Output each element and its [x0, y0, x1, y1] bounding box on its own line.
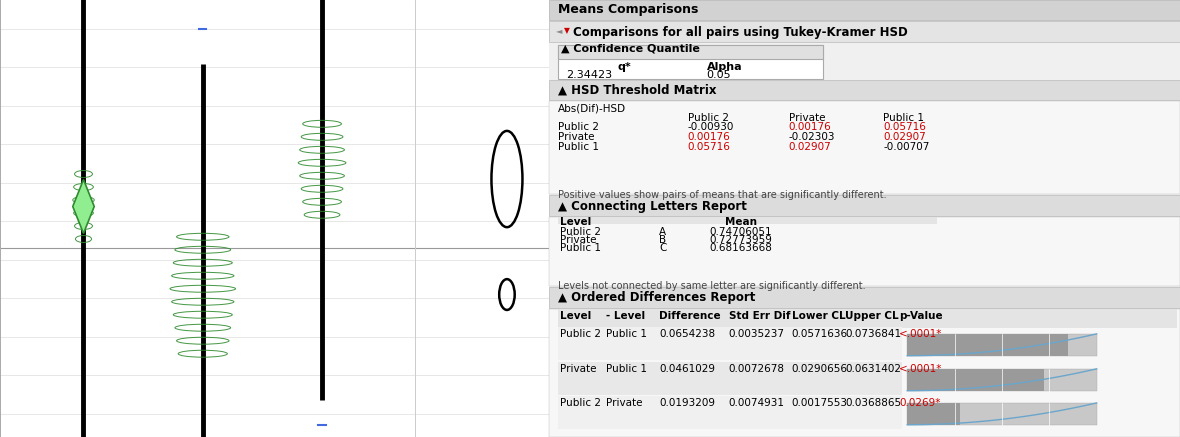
Text: Upper CL: Upper CL: [845, 311, 899, 321]
Text: Private: Private: [560, 364, 597, 374]
Text: Public 2: Public 2: [560, 227, 601, 237]
Text: 0.05716: 0.05716: [688, 142, 730, 153]
Text: 0.72773959: 0.72773959: [709, 235, 773, 245]
Text: 0.74706051: 0.74706051: [709, 227, 772, 237]
FancyBboxPatch shape: [907, 403, 961, 425]
FancyBboxPatch shape: [558, 327, 903, 360]
Text: ▲ HSD Threshold Matrix: ▲ HSD Threshold Matrix: [558, 84, 716, 97]
Text: 0.0571636: 0.0571636: [792, 329, 848, 339]
Text: Private: Private: [560, 235, 597, 245]
FancyBboxPatch shape: [549, 217, 1180, 286]
Text: 2.34423: 2.34423: [565, 70, 612, 80]
FancyBboxPatch shape: [907, 369, 1096, 391]
FancyBboxPatch shape: [907, 403, 1096, 425]
Polygon shape: [73, 180, 94, 233]
Text: Difference: Difference: [660, 311, 721, 321]
Text: 0.0736841: 0.0736841: [845, 329, 902, 339]
Text: 0.02907: 0.02907: [788, 142, 832, 153]
Text: Positive values show pairs of means that are significantly different.: Positive values show pairs of means that…: [558, 190, 887, 200]
FancyBboxPatch shape: [549, 287, 1180, 308]
Text: Public 1: Public 1: [560, 243, 601, 253]
FancyBboxPatch shape: [558, 309, 1176, 328]
Text: 0.0074931: 0.0074931: [728, 398, 785, 408]
Text: 0.0072678: 0.0072678: [728, 364, 785, 374]
Text: Std Err Dif: Std Err Dif: [728, 311, 791, 321]
Text: Public 1: Public 1: [605, 364, 647, 374]
Text: Means Comparisons: Means Comparisons: [558, 3, 699, 16]
FancyBboxPatch shape: [549, 195, 1180, 216]
FancyBboxPatch shape: [558, 362, 903, 395]
Text: Level: Level: [560, 311, 591, 321]
Text: B: B: [660, 235, 667, 245]
Text: Levels not connected by same letter are significantly different.: Levels not connected by same letter are …: [558, 281, 866, 291]
Text: 0.0654238: 0.0654238: [660, 329, 715, 339]
Text: - Level: - Level: [605, 311, 644, 321]
Text: ▲ Ordered Differences Report: ▲ Ordered Differences Report: [558, 291, 755, 305]
Text: C: C: [660, 243, 667, 253]
FancyBboxPatch shape: [907, 334, 1068, 356]
Text: 0.0461029: 0.0461029: [660, 364, 715, 374]
Text: -0.00930: -0.00930: [688, 122, 734, 132]
Text: 0.0631402: 0.0631402: [845, 364, 902, 374]
Text: q*: q*: [617, 62, 631, 72]
FancyBboxPatch shape: [549, 101, 1180, 194]
Text: ▲ Connecting Letters Report: ▲ Connecting Letters Report: [558, 200, 747, 213]
Text: 0.0269*: 0.0269*: [899, 398, 940, 408]
FancyBboxPatch shape: [558, 396, 903, 429]
Text: 0.00176: 0.00176: [788, 122, 832, 132]
Text: 0.0290656: 0.0290656: [792, 364, 847, 374]
Text: 0.05: 0.05: [707, 70, 732, 80]
Text: 0.02907: 0.02907: [884, 132, 926, 142]
FancyBboxPatch shape: [549, 21, 1180, 42]
Text: <.0001*: <.0001*: [899, 329, 943, 339]
Text: -0.02303: -0.02303: [788, 132, 835, 142]
FancyBboxPatch shape: [549, 309, 1180, 437]
Text: Public 1: Public 1: [884, 113, 924, 123]
Text: Comparisons for all pairs using Tukey-Kramer HSD: Comparisons for all pairs using Tukey-Kr…: [572, 26, 907, 39]
FancyBboxPatch shape: [558, 45, 824, 79]
Text: Private: Private: [558, 132, 595, 142]
Text: 0.05716: 0.05716: [884, 122, 926, 132]
FancyBboxPatch shape: [907, 369, 1043, 391]
FancyBboxPatch shape: [907, 334, 1096, 356]
Text: 0.00176: 0.00176: [688, 132, 730, 142]
Text: 0.0368865: 0.0368865: [845, 398, 902, 408]
Text: Mean: Mean: [726, 217, 758, 227]
Text: ▲ Confidence Quantile: ▲ Confidence Quantile: [562, 44, 700, 54]
Text: Public 2: Public 2: [688, 113, 728, 123]
Text: 0.0193209: 0.0193209: [660, 398, 715, 408]
Text: p-Value: p-Value: [899, 311, 943, 321]
Text: Private: Private: [788, 113, 825, 123]
Text: Private: Private: [605, 398, 642, 408]
Text: Abs(Dif)-HSD: Abs(Dif)-HSD: [558, 104, 627, 114]
Text: A: A: [660, 227, 667, 237]
Text: 0.68163668: 0.68163668: [709, 243, 773, 253]
Text: Lower CL: Lower CL: [792, 311, 845, 321]
Text: Public 2: Public 2: [560, 398, 601, 408]
Text: 0.0017553: 0.0017553: [792, 398, 847, 408]
Text: Public 1: Public 1: [558, 142, 599, 153]
FancyBboxPatch shape: [549, 0, 1180, 20]
Text: ▼: ▼: [564, 26, 570, 35]
Text: Level: Level: [560, 217, 591, 227]
Text: -0.00707: -0.00707: [884, 142, 930, 153]
FancyBboxPatch shape: [558, 217, 937, 224]
FancyBboxPatch shape: [549, 80, 1180, 100]
Text: Public 2: Public 2: [558, 122, 599, 132]
Text: Public 2: Public 2: [560, 329, 601, 339]
FancyBboxPatch shape: [558, 45, 824, 59]
Text: ◄: ◄: [556, 26, 563, 35]
Text: Alpha: Alpha: [707, 62, 742, 72]
Text: Public 1: Public 1: [605, 329, 647, 339]
Text: 0.0035237: 0.0035237: [728, 329, 785, 339]
Text: <.0001*: <.0001*: [899, 364, 943, 374]
